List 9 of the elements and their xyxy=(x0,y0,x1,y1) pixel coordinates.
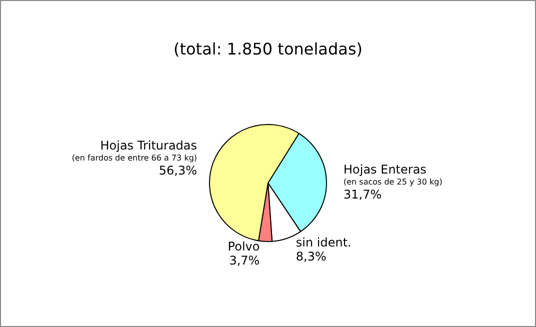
chart-title: (total: 1.850 toneladas) xyxy=(173,40,363,58)
data-label: 31,7% xyxy=(343,187,382,202)
slice-label: Hojas Enteras (en sacos de 25 y 30 kg) xyxy=(343,162,442,186)
data-label: 56,3% xyxy=(158,164,198,178)
slice-label: Hojas Trituradas (en fardos de entre 66 a 73 kg) xyxy=(72,138,198,163)
slice-label: sin ident. xyxy=(296,236,352,250)
data-label: 3,7% xyxy=(229,253,260,268)
data-label: 8,3% xyxy=(296,250,326,264)
slice-label: Polvo xyxy=(228,239,260,254)
